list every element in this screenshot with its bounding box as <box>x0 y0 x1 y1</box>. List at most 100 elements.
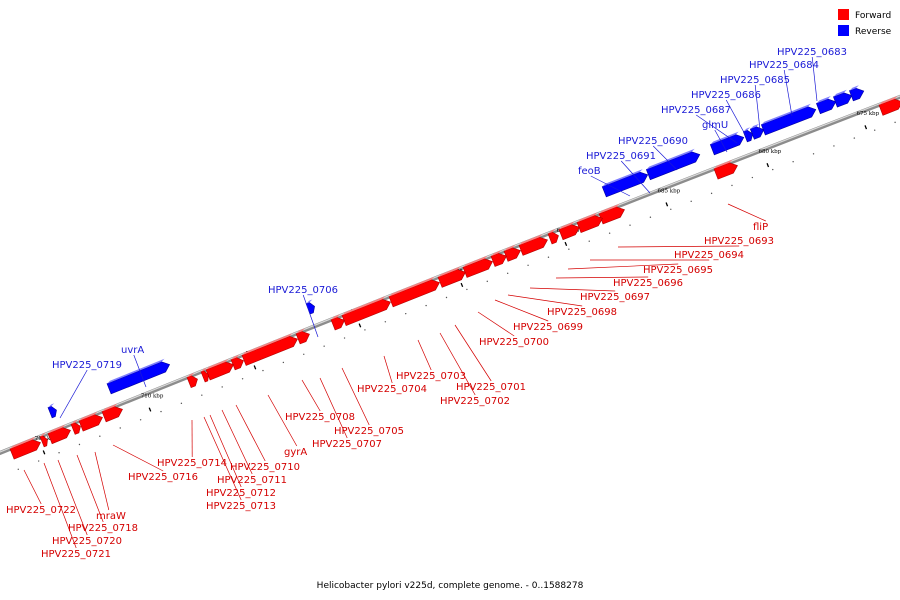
leader-line-hpv225-0686 <box>725 99 747 137</box>
tick-mark-695 <box>460 282 464 288</box>
reverse-gene-block-top <box>833 89 847 97</box>
leader-line-hpv225-0707 <box>319 377 348 439</box>
minor-tick <box>568 248 570 250</box>
reverse-gene-block <box>709 134 745 156</box>
tick-mark-690 <box>564 241 568 247</box>
gene-label-hpv225-0690: HPV225_0690 <box>618 136 688 147</box>
reverse-gene-block-top <box>761 103 811 125</box>
leader-line-hpv225-0691 <box>620 160 651 194</box>
gene-label-hpv225-0708: HPV225_0708 <box>285 412 355 423</box>
leader-line-hpv225-0706 <box>302 294 319 338</box>
minor-tick <box>792 161 794 163</box>
gene-label-hpv225-0701: HPV225_0701 <box>456 382 526 393</box>
minor-tick <box>608 232 611 234</box>
forward-gene-block <box>101 406 123 423</box>
minor-tick <box>649 216 652 218</box>
gene-label-hpv225-0687: HPV225_0687 <box>661 105 731 116</box>
forward-gene-block-top <box>187 372 195 378</box>
gene-label-gyra: gyrA <box>284 447 307 458</box>
minor-tick <box>506 272 509 275</box>
minor-tick <box>547 256 550 258</box>
forward-gene-block-top <box>206 359 229 370</box>
forward-gene-block-top <box>331 314 340 320</box>
minor-tick <box>384 321 387 323</box>
minor-tick <box>425 304 427 307</box>
tick-mark-680 <box>766 162 770 168</box>
gene-label-hpv225-0693: HPV225_0693 <box>704 236 774 247</box>
forward-gene-block-top <box>463 255 488 268</box>
gene-label-hpv225-0683: HPV225_0683 <box>777 47 847 58</box>
tick-label-710: 710 kbp <box>141 393 164 399</box>
minor-tick <box>58 452 60 454</box>
gene-label-hpv225-0720: HPV225_0720 <box>52 536 122 547</box>
minor-tick <box>343 337 346 339</box>
forward-gene-block-top <box>40 432 46 437</box>
reverse-gene-block-top <box>710 131 739 145</box>
reverse-gene-block-top <box>750 123 760 129</box>
reverse-gene-block <box>816 98 837 115</box>
leader-line-hpv225-0683 <box>811 56 818 102</box>
leader-line-uvra <box>133 354 147 388</box>
gene-blocks <box>9 85 900 460</box>
forward-gene-block <box>9 439 41 460</box>
leader-line-hpv225-0697 <box>529 287 616 292</box>
forward-gene-block-top <box>10 436 36 449</box>
tick-mark-700 <box>358 323 362 328</box>
leader-line-hpv225-0695 <box>567 263 679 270</box>
gene-label-hpv225-0710: HPV225_0710 <box>230 462 300 473</box>
leader-line-hpv225-0712 <box>209 414 242 488</box>
minor-tick <box>160 410 162 413</box>
minor-tick <box>262 369 264 372</box>
forward-gene-block-top <box>599 203 620 214</box>
leader-line-hpv225-0713 <box>203 416 242 501</box>
forward-gene-block <box>186 375 198 388</box>
forward-gene-block <box>330 317 345 331</box>
leader-line-hpv225-0700 <box>477 311 515 337</box>
leader-line-hpv225-0701 <box>454 324 492 382</box>
forward-gene-block <box>518 236 548 256</box>
legend-forward-label: Forward <box>855 11 891 21</box>
leader-line-flip <box>727 203 766 222</box>
forward-gene-block-top <box>389 276 435 297</box>
leader-line-hpv225-0703 <box>417 339 432 371</box>
leader-line-hpv225-0719 <box>59 369 88 419</box>
reverse-gene-block <box>760 106 817 136</box>
gene-label-hpv225-0704: HPV225_0704 <box>357 384 427 395</box>
gene-label-hpv225-0696: HPV225_0696 <box>613 278 683 289</box>
leader-line-gyra <box>267 394 298 447</box>
minor-tick <box>119 427 121 429</box>
forward-gene-block <box>462 258 493 278</box>
gene-label-hpv225-0718: HPV225_0718 <box>68 523 138 534</box>
forward-gene-block-top <box>548 229 556 234</box>
tick-mark-705 <box>253 365 257 370</box>
gene-label-flip: fliP <box>753 222 768 233</box>
gene-label-hpv225-0714: HPV225_0714 <box>157 458 227 469</box>
leader-line-hpv225-0708 <box>301 379 321 412</box>
leader-line-hpv225-0704 <box>383 355 393 384</box>
forward-gene-block <box>200 370 209 383</box>
leader-line-hpv225-0710 <box>235 404 266 462</box>
minor-tick <box>772 168 774 171</box>
forward-gene-block-top <box>201 367 207 372</box>
leader-line-hpv225-0684 <box>783 69 793 117</box>
tick-mark-710 <box>148 407 152 412</box>
gene-label-feob: feoB <box>578 166 601 177</box>
gene-label-hpv225-0716: HPV225_0716 <box>128 472 198 483</box>
gene-label-hpv225-0702: HPV225_0702 <box>440 396 510 407</box>
forward-gene-block-top <box>342 296 386 316</box>
forward-gene-block-top <box>296 328 305 334</box>
gene-label-hpv225-0706: HPV225_0706 <box>268 285 338 296</box>
gene-label-hpv225-0711: HPV225_0711 <box>217 475 287 486</box>
forward-gene-block-top <box>438 266 461 278</box>
gene-label-hpv225-0703: HPV225_0703 <box>396 371 466 382</box>
leader-line-hpv225-0702 <box>439 332 476 396</box>
gene-label-hpv225-0695: HPV225_0695 <box>643 265 713 276</box>
reverse-gene-block-top <box>107 358 165 384</box>
forward-gene-block-top <box>519 234 543 246</box>
tick-label-675: 675 kbp <box>856 111 879 117</box>
leader-line-hpv225-0690 <box>652 145 678 171</box>
minor-tick <box>364 329 366 331</box>
minor-tick <box>670 208 672 210</box>
gene-label-hpv225-0699: HPV225_0699 <box>513 322 583 333</box>
